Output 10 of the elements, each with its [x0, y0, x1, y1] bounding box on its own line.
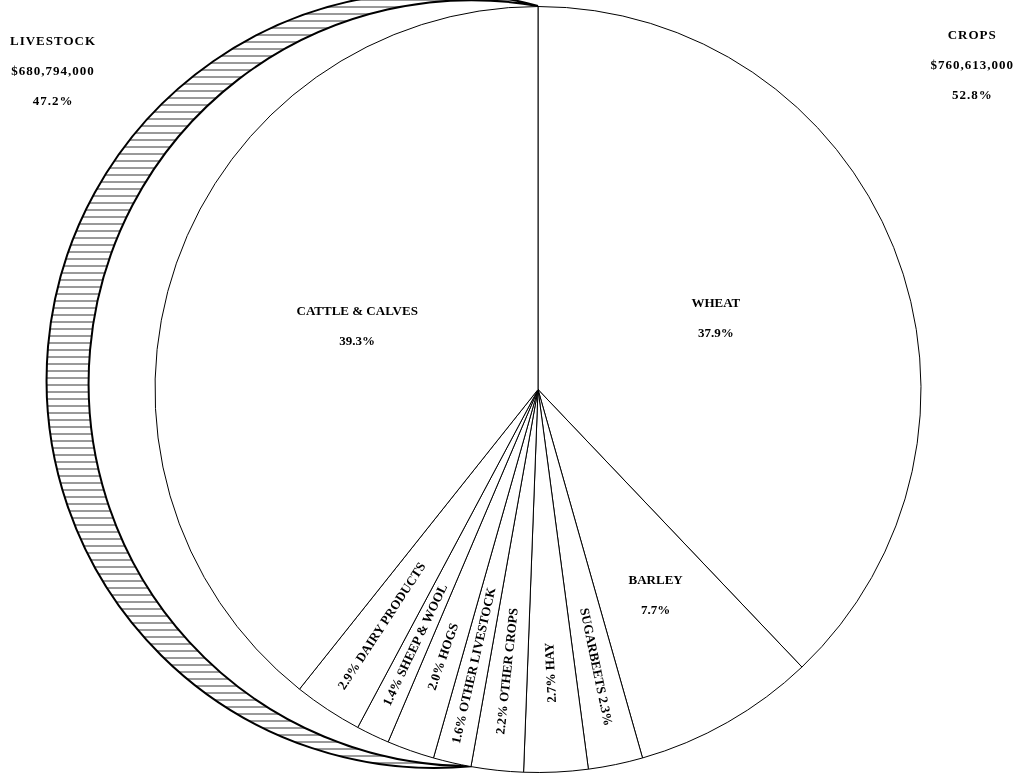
slice-label: 2.7% HAY: [541, 641, 560, 704]
slice-label: 2.2% OTHER CROPS: [492, 607, 521, 735]
text: LIVESTOCK $680,794,000 47.2%: [10, 32, 97, 110]
slice-label: BARLEY: [628, 572, 684, 588]
text: CROPS $760,613,000 52.8%: [930, 26, 1014, 104]
data-label: 39.3%: [339, 332, 376, 348]
data-label: 37.9%: [697, 324, 734, 340]
slice-label: WHEAT: [691, 294, 741, 310]
slice-label: CATTLE & CALVES: [296, 302, 418, 318]
data-label: 7.7%: [641, 602, 671, 618]
